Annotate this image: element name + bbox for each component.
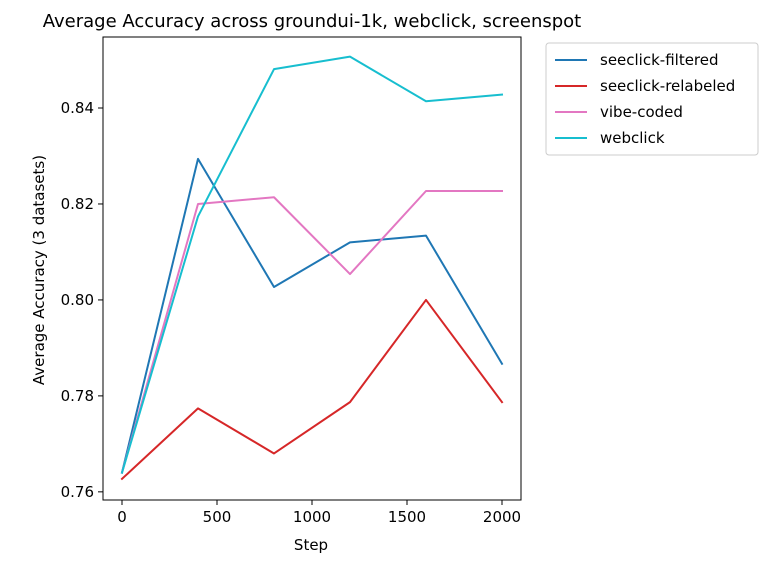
y-tick-label: 0.82 <box>61 195 94 213</box>
series-line-seeclick-relabeled <box>120 298 504 481</box>
x-tick-label: 2000 <box>483 508 521 526</box>
y-tick-label: 0.84 <box>61 99 94 117</box>
x-tick-label: 500 <box>203 508 232 526</box>
x-axis-ticks: 0 500 1000 1500 2000 <box>117 500 521 526</box>
x-tick-label: 0 <box>117 508 127 526</box>
x-tick-label: 1500 <box>388 508 426 526</box>
legend-label-webclick: webclick <box>600 129 665 147</box>
legend-label-seeclick-relabeled: seeclick-relabeled <box>600 77 735 95</box>
legend: seeclick-filtered seeclick-relabeled vibe-… <box>545 42 759 156</box>
plot-frame <box>102 36 522 501</box>
legend-frame <box>545 42 759 156</box>
series-line-seeclick-filtered <box>120 157 504 474</box>
legend-label-seeclick-filtered: seeclick-filtered <box>600 51 719 69</box>
x-axis-label: Step <box>294 536 328 554</box>
y-tick-label: 0.78 <box>61 387 94 405</box>
x-tick-label: 1000 <box>293 508 331 526</box>
y-tick-label: 0.80 <box>61 291 94 309</box>
series-line-vibe-coded <box>120 190 503 474</box>
series-line-webclick <box>120 55 504 474</box>
plot-area: 0 500 1000 1500 2000 0.76 0.78 0.80 0.82 0.84 <box>61 36 522 526</box>
y-axis-label: Average Accuracy (3 datasets) <box>30 155 48 385</box>
y-tick-label: 0.76 <box>61 483 94 501</box>
series-lines <box>120 55 504 481</box>
y-axis-ticks: 0.76 0.78 0.80 0.82 0.84 <box>61 99 103 501</box>
legend-label-vibe-coded: vibe-coded <box>600 103 683 121</box>
chart-title: Average Accuracy across groundui-1k, web… <box>43 11 581 32</box>
